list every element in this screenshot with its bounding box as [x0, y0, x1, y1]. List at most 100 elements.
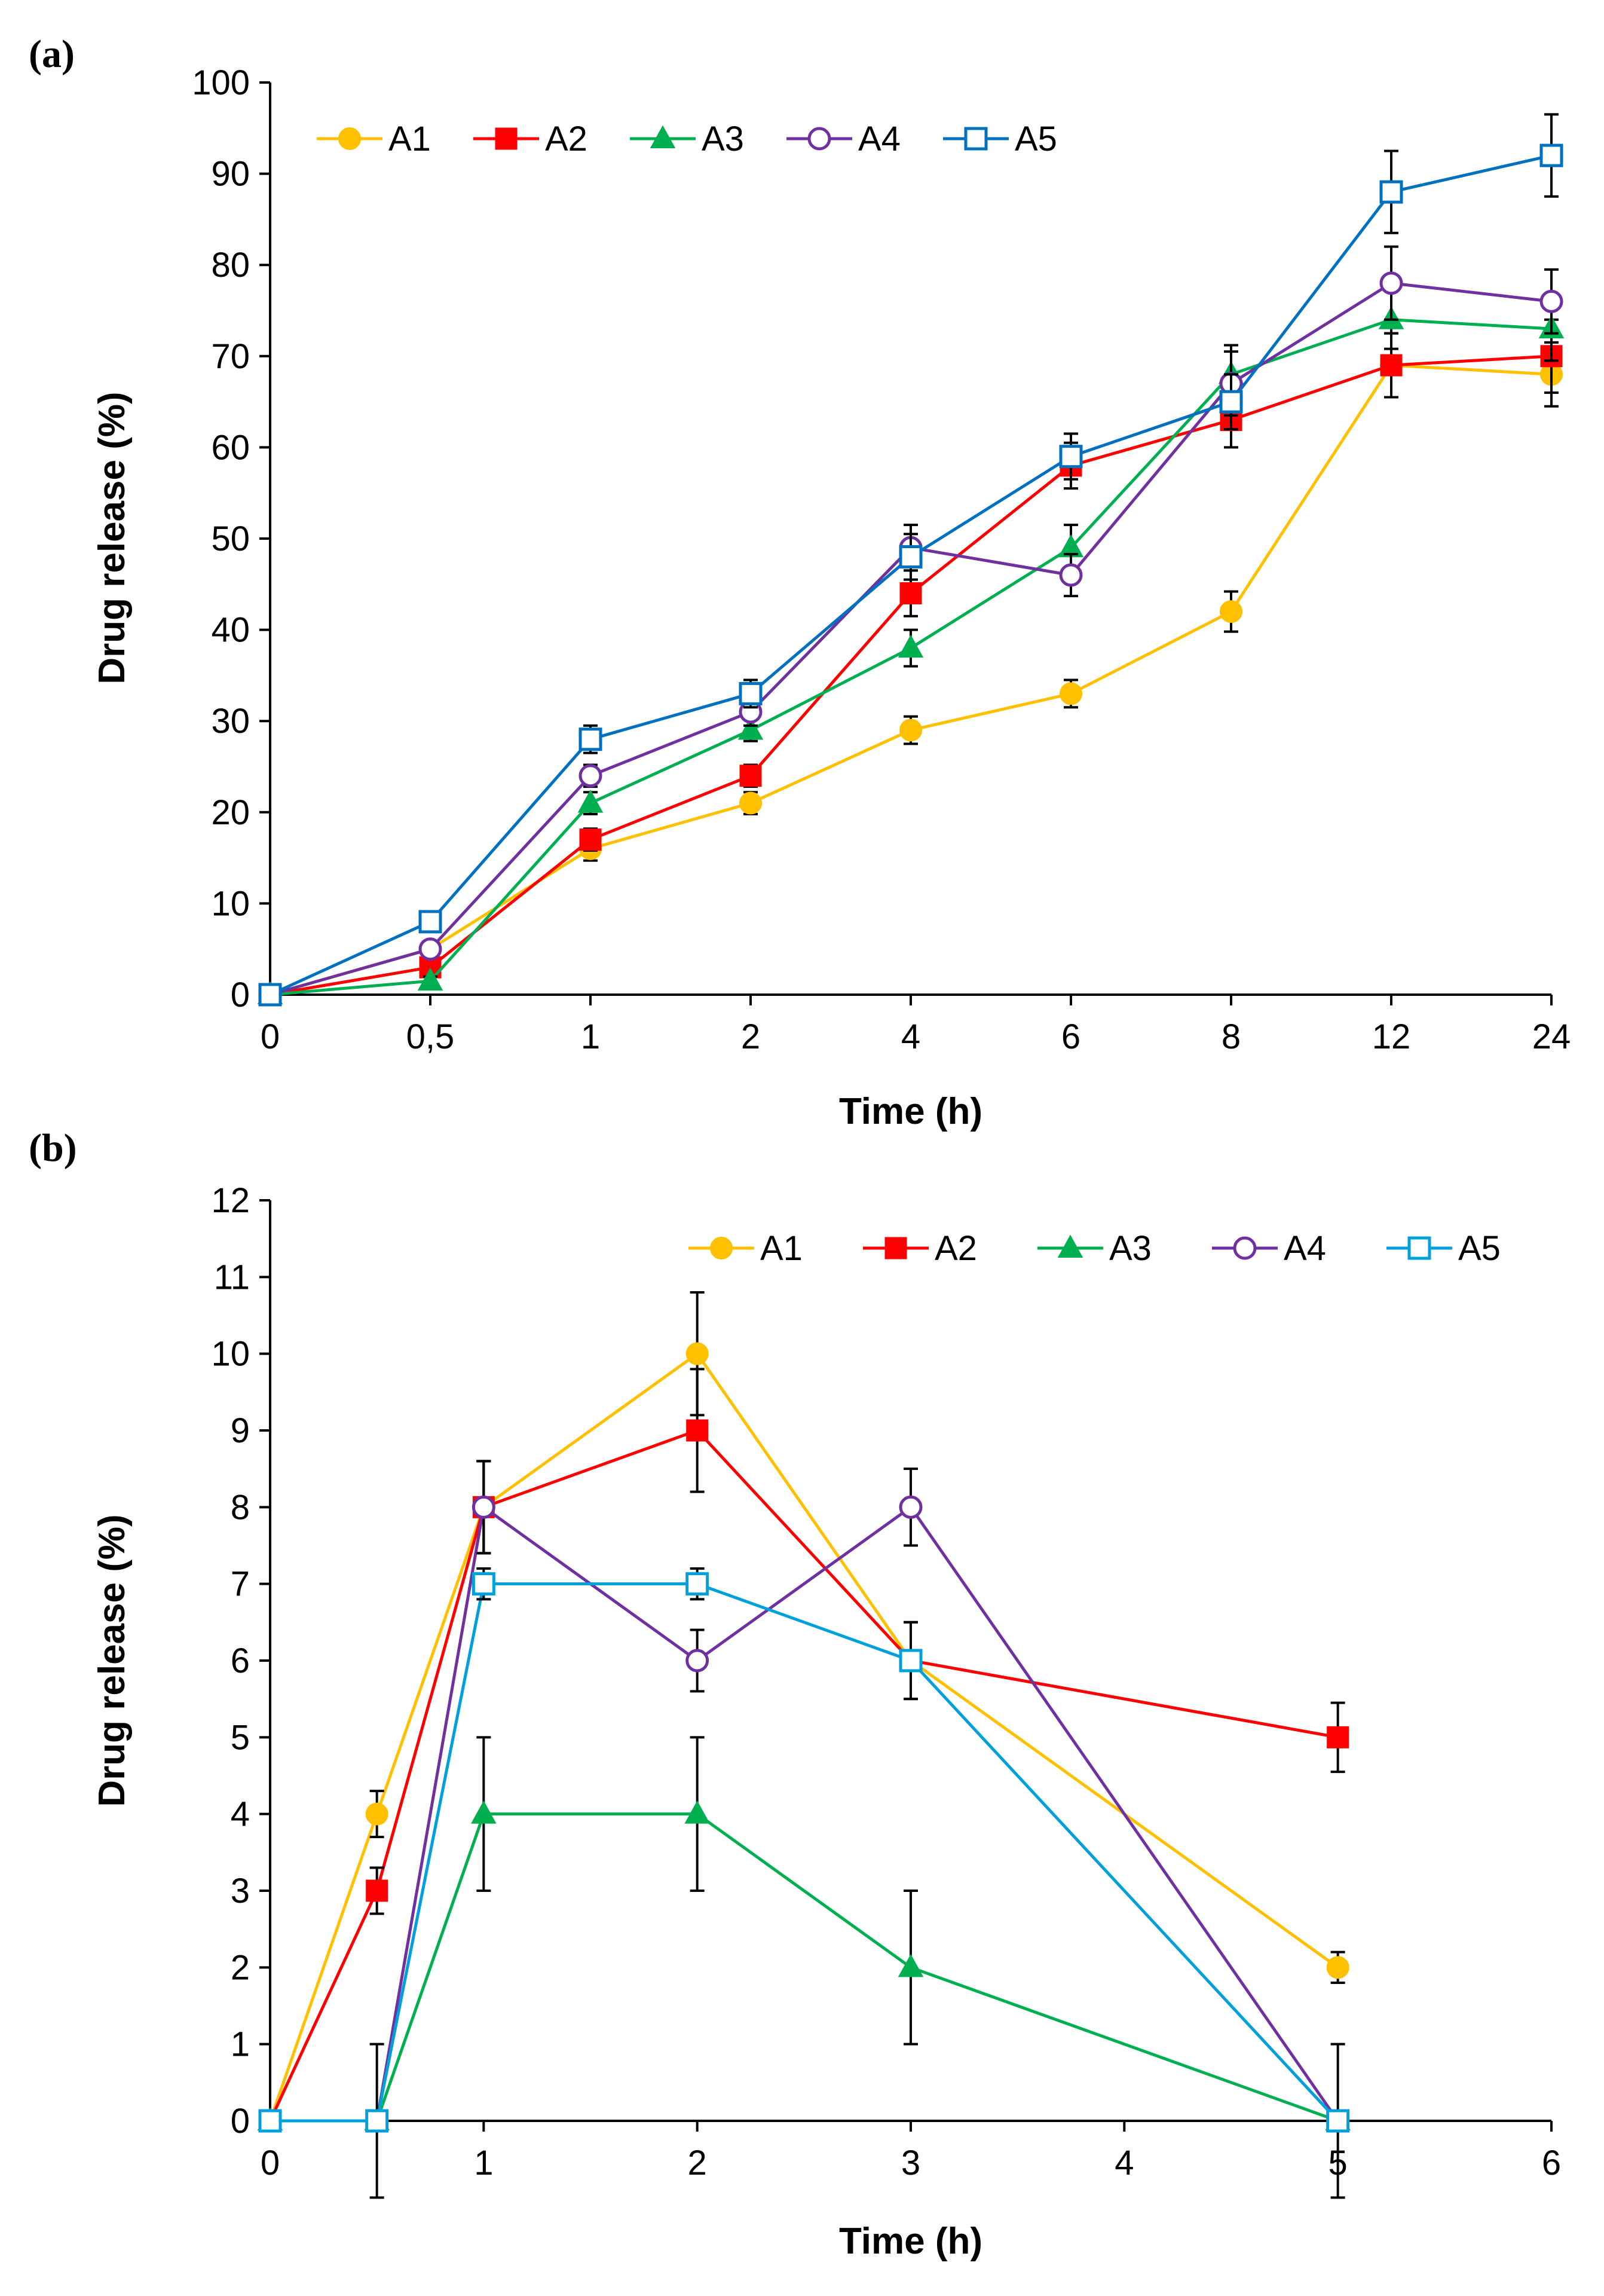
legend-item-a1: A1	[317, 120, 431, 158]
legend-label: A3	[1109, 1229, 1152, 1268]
data-point	[418, 937, 442, 961]
legend-marker	[807, 127, 831, 151]
x-tick-label: 6	[1061, 1017, 1080, 1056]
y-tick-label: 10	[211, 1335, 250, 1374]
y-tick-label: 0	[231, 976, 250, 1014]
series-a5	[258, 1567, 1350, 2199]
x-tick-label: 3	[901, 2144, 920, 2182]
panel-label: (a)	[29, 32, 75, 76]
data-point	[899, 1649, 923, 1673]
x-tick-label: 1	[474, 2144, 493, 2182]
legend-item-a4: A4	[786, 120, 901, 158]
y-tick-label: 8	[231, 1488, 250, 1527]
series-a4	[258, 1460, 1350, 2199]
legend: A1 A2 A3 A4 A5	[317, 120, 1057, 158]
legend-item-a3: A3	[1037, 1229, 1152, 1268]
y-tick-label: 4	[231, 1795, 250, 1834]
legend-marker	[338, 127, 361, 150]
series-a3	[257, 289, 1565, 1005]
data-point	[898, 1953, 924, 1977]
data-point	[1326, 2109, 1350, 2133]
data-point	[1220, 600, 1242, 623]
data-point	[1060, 682, 1082, 705]
panel-label: (b)	[29, 1126, 77, 1170]
y-axis-title: Drug release (%)	[91, 392, 133, 684]
legend-marker	[1057, 1234, 1083, 1258]
y-tick-label: 60	[211, 428, 250, 467]
legend-label: A4	[1284, 1229, 1326, 1268]
data-point	[472, 1495, 495, 1519]
legend-item-a5: A5	[1386, 1229, 1501, 1268]
data-point	[472, 1572, 495, 1596]
data-point	[365, 1802, 388, 1826]
data-point	[365, 2109, 389, 2133]
series-line	[270, 1812, 1339, 2123]
series-line	[270, 363, 1552, 996]
series-a2	[259, 1368, 1349, 2132]
data-point	[1059, 445, 1083, 469]
y-tick-label: 100	[192, 63, 250, 102]
y-tick-label: 2	[231, 1948, 250, 1987]
legend-label: A5	[1015, 120, 1057, 158]
series-a1	[259, 332, 1563, 1006]
legend-label: A1	[760, 1229, 803, 1268]
data-point	[737, 716, 764, 740]
legend-marker	[884, 1237, 907, 1259]
x-tick-label: 6	[1542, 2144, 1561, 2182]
data-point	[471, 1800, 497, 1824]
legend-item-a3: A3	[630, 120, 744, 158]
x-axis-title: Time (h)	[839, 2221, 982, 2262]
data-point	[685, 1649, 709, 1673]
legend-item-a2: A2	[863, 1229, 977, 1268]
legend-marker	[1407, 1236, 1431, 1260]
legend-marker	[650, 125, 676, 149]
x-tick-label: 1	[581, 1017, 600, 1056]
y-tick-label: 12	[211, 1181, 250, 1220]
x-axis-title: Time (h)	[839, 1091, 982, 1132]
data-point	[578, 764, 602, 788]
y-tick-label: 6	[231, 1641, 250, 1680]
data-point	[899, 719, 922, 742]
legend-marker	[1233, 1236, 1257, 1260]
series-line	[270, 354, 1552, 996]
y-tick-label: 11	[214, 1258, 250, 1297]
data-point	[417, 967, 443, 991]
series-a5	[258, 113, 1563, 1007]
legend-item-a4: A4	[1212, 1229, 1326, 1268]
series-line	[270, 1582, 1339, 2123]
data-point	[1219, 390, 1243, 414]
data-point	[685, 1572, 709, 1596]
y-tick-label: 7	[231, 1565, 250, 1604]
legend-label: A3	[702, 120, 744, 158]
data-point	[685, 1342, 709, 1365]
x-tick-label: 0,5	[406, 1017, 455, 1056]
y-tick-label: 70	[211, 337, 250, 376]
series-line	[268, 1429, 1339, 2122]
data-point	[1539, 143, 1563, 167]
data-point	[684, 1800, 710, 1824]
y-axis-title: Drug release (%)	[91, 1514, 133, 1806]
legend-label: A2	[545, 120, 587, 158]
data-point	[899, 582, 922, 605]
data-point	[1327, 1726, 1349, 1748]
y-tick-label: 30	[211, 702, 250, 741]
y-tick-label: 90	[211, 155, 250, 194]
x-tick-label: 0	[261, 2144, 280, 2182]
y-tick-label: 3	[231, 1872, 250, 1910]
data-point	[739, 681, 763, 705]
x-tick-label: 8	[1222, 1017, 1241, 1056]
series-line	[268, 1352, 1339, 2121]
y-tick-label: 50	[211, 519, 250, 558]
data-point	[578, 727, 602, 751]
x-tick-label: 2	[688, 2144, 707, 2182]
x-tick-label: 12	[1372, 1017, 1411, 1056]
series-a1	[259, 1291, 1349, 2132]
data-point	[1379, 180, 1403, 204]
y-tick-label: 40	[211, 611, 250, 650]
legend-marker	[964, 127, 988, 151]
x-tick-label: 4	[901, 1017, 920, 1056]
data-point	[577, 790, 604, 813]
